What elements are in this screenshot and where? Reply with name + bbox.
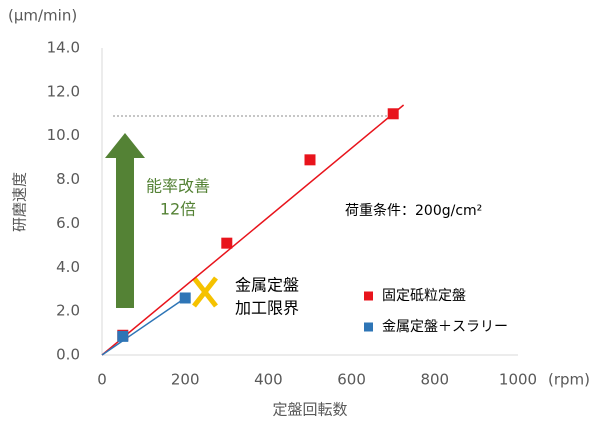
x-tick-label: 0 <box>97 371 107 389</box>
y-unit: (μm/min) <box>8 7 77 25</box>
improvement-arrow <box>105 133 145 308</box>
legend-label: 固定砥粒定盤 <box>382 288 466 304</box>
annotation: 能率改善 <box>146 177 210 196</box>
point <box>387 108 399 120</box>
x-tick-label: 200 <box>171 371 200 389</box>
trend-line <box>101 297 186 356</box>
annotation: 加工限界 <box>235 299 299 318</box>
x-unit: (rpm) <box>548 371 590 389</box>
limit-cross <box>192 276 218 308</box>
y-tick-label: 4.0 <box>56 258 80 276</box>
y-tick-label: 0.0 <box>56 346 80 364</box>
legend-marker <box>364 291 373 301</box>
x-axis-title: 定盤回転数 <box>272 401 347 419</box>
y-tick-label: 10.0 <box>47 126 80 144</box>
point <box>304 154 316 166</box>
trend-line <box>101 104 405 356</box>
y-tick-label: 6.0 <box>56 214 80 232</box>
annotation: 金属定盤 <box>235 276 299 295</box>
legend-label: 金属定盤＋スラリー <box>382 319 508 335</box>
x-tick-label: 400 <box>254 371 283 389</box>
legend-marker <box>364 322 373 332</box>
point <box>179 292 191 304</box>
annotation: 12倍 <box>160 200 196 219</box>
point <box>117 330 129 342</box>
y-tick-label: 14.0 <box>47 39 80 57</box>
x-tick-label: 600 <box>337 371 366 389</box>
y-tick-label: 2.0 <box>56 302 80 320</box>
annotation: 荷重条件：200g/cm² <box>345 202 482 219</box>
y-tick-label: 12.0 <box>47 82 80 100</box>
y-axis-title: 研磨速度 <box>11 172 29 232</box>
x-tick-label: 800 <box>420 371 449 389</box>
x-tick-label: 1000 <box>499 371 537 389</box>
point <box>221 237 233 249</box>
y-tick-label: 8.0 <box>56 170 80 188</box>
